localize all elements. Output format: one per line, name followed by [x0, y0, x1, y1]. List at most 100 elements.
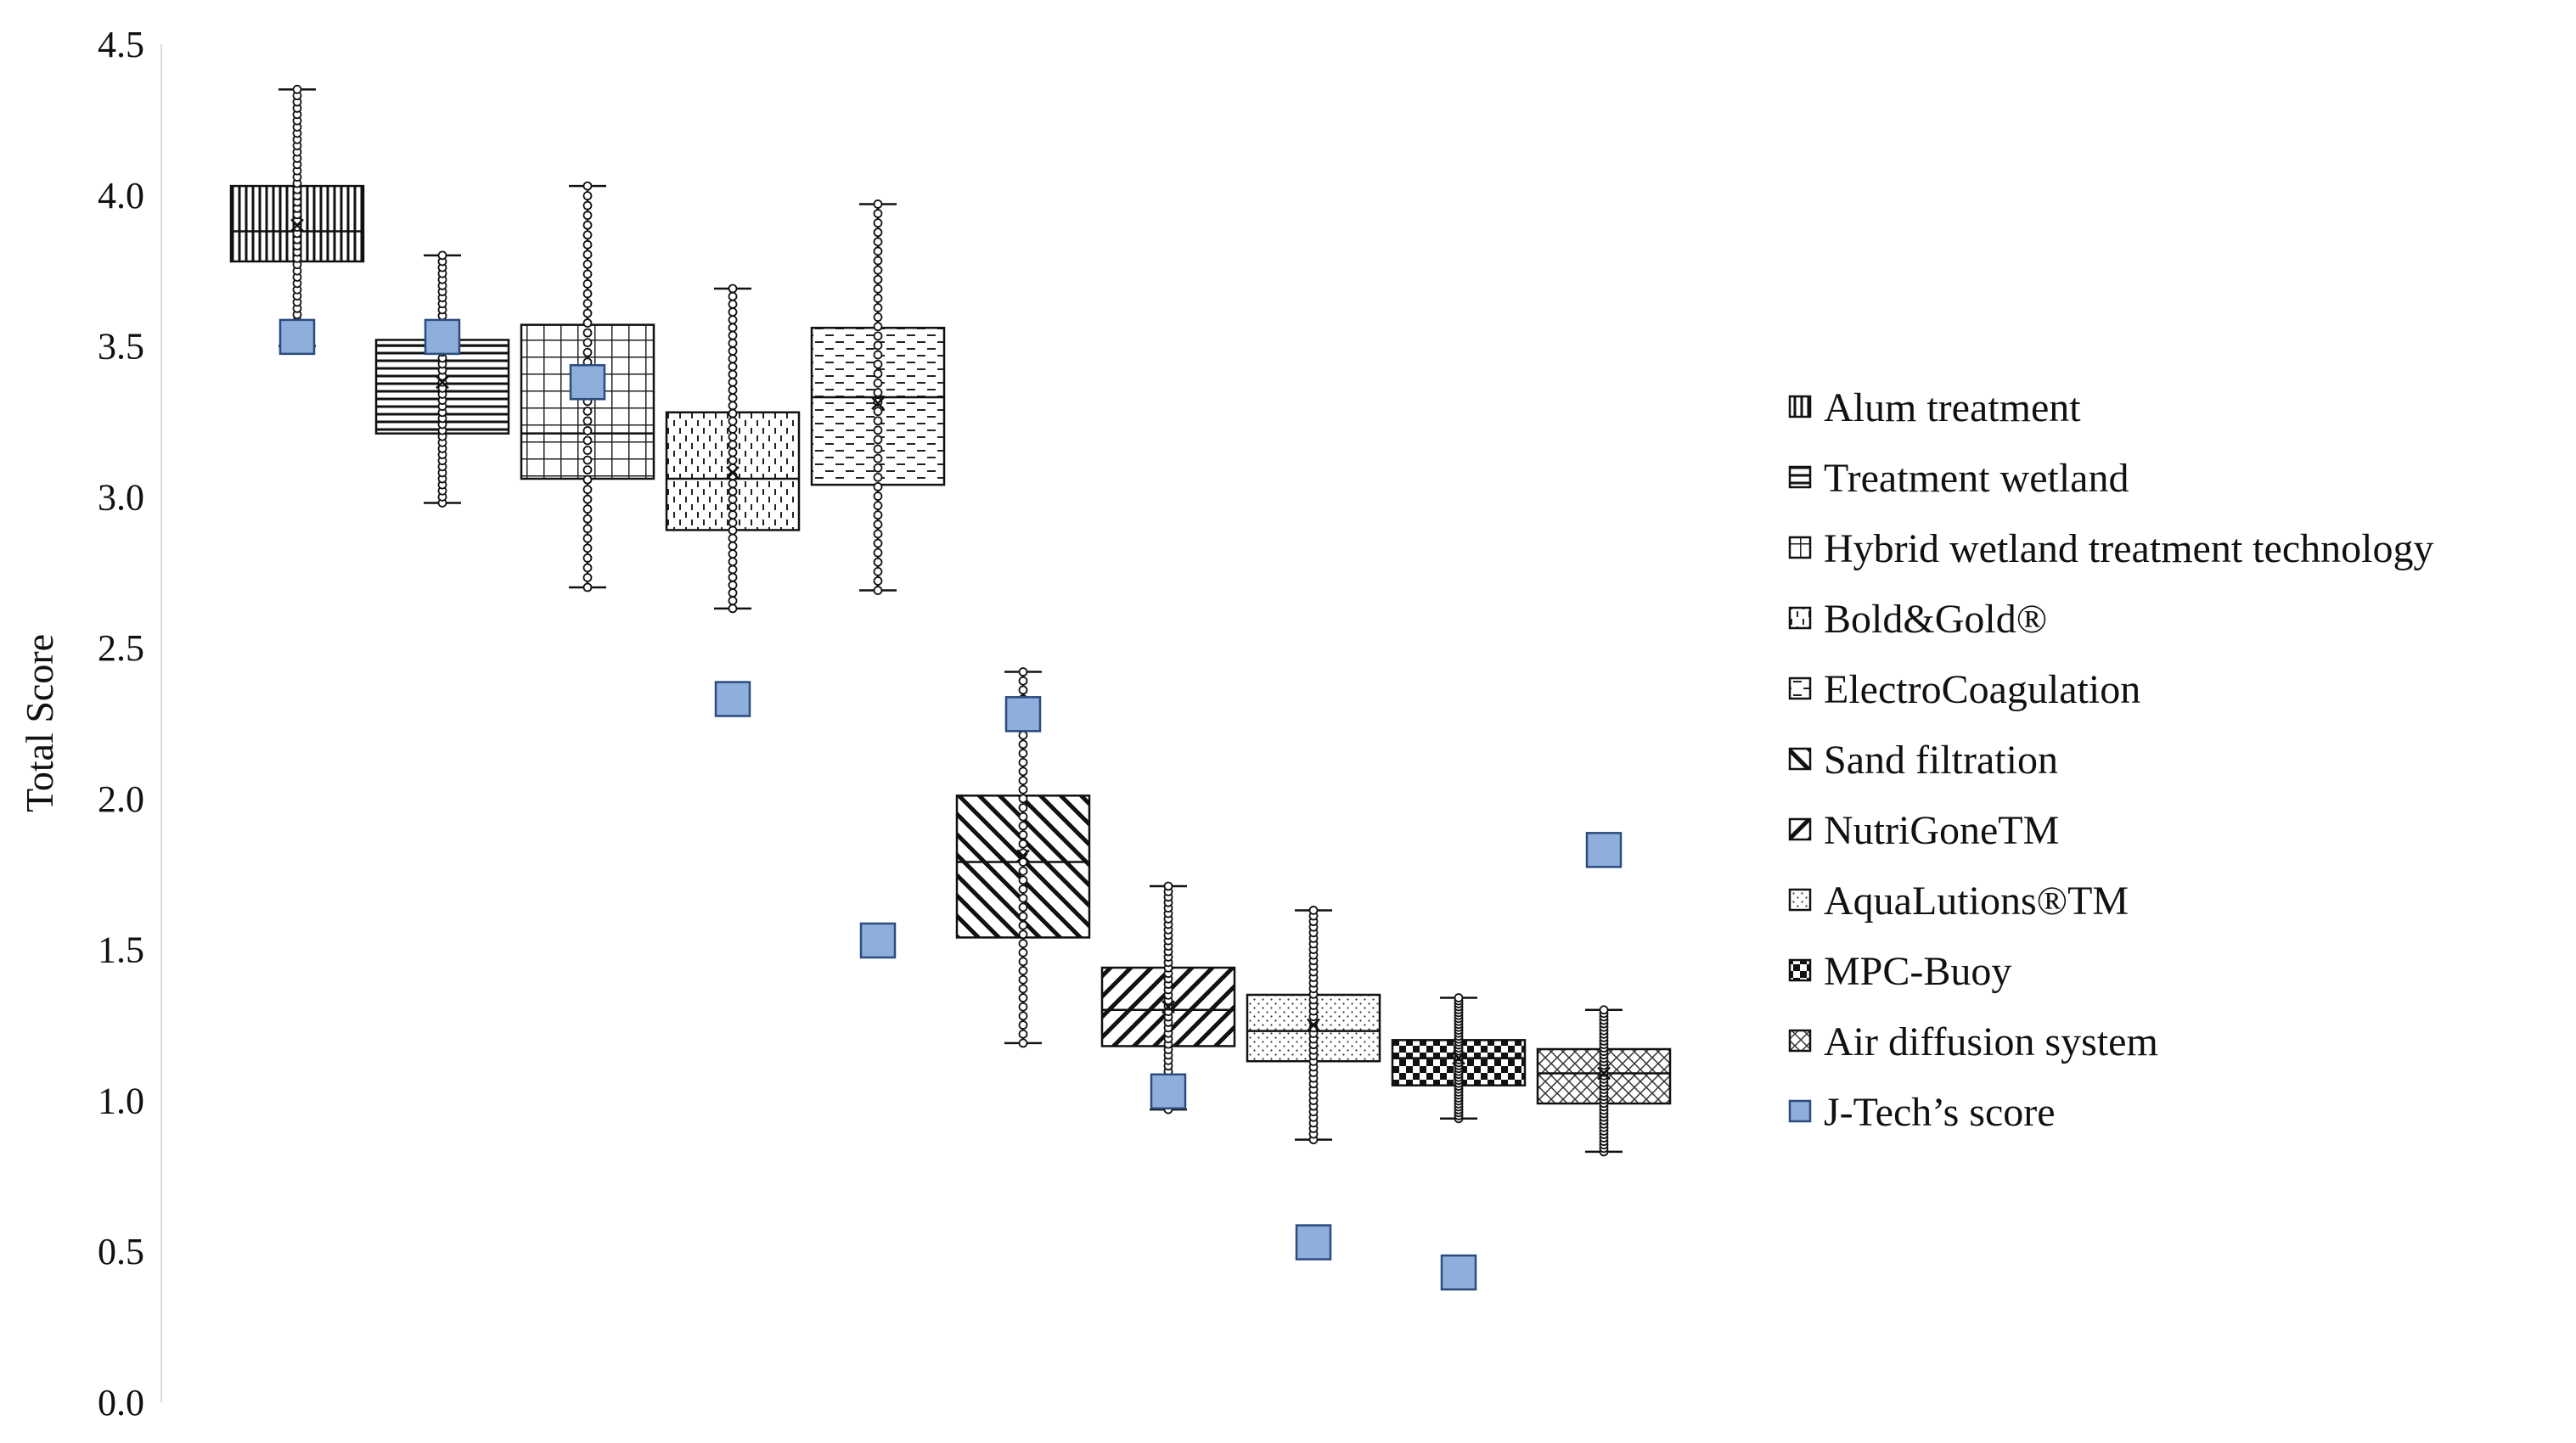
data-point	[873, 557, 883, 567]
data-point	[582, 504, 593, 514]
data-point	[1018, 757, 1028, 767]
data-point	[728, 432, 738, 442]
data-point	[728, 604, 738, 614]
legend-item: J-Tech’s score	[1788, 1090, 2056, 1135]
jtech-score-marker	[1295, 1224, 1332, 1261]
y-tick-label: 3.0	[98, 476, 144, 518]
data-point	[728, 525, 738, 536]
box-group	[1246, 906, 1381, 1145]
legend-label: NutriGoneTM	[1824, 808, 2059, 853]
data-point	[873, 547, 883, 558]
data-point	[728, 299, 738, 309]
legend-item: AquaLutions®TM	[1788, 879, 2129, 924]
data-point	[728, 564, 738, 575]
data-point	[1454, 993, 1464, 1002]
data-point	[873, 519, 883, 530]
data-point	[873, 199, 883, 209]
data-point	[728, 416, 738, 426]
data-point	[728, 541, 738, 551]
data-point	[1018, 974, 1028, 985]
legend-label: Air diffusion system	[1824, 1019, 2158, 1064]
data-point	[728, 557, 738, 567]
legend-item: NutriGoneTM	[1788, 808, 2059, 853]
jtech-score-marker	[1150, 1073, 1187, 1110]
legend-item: Hybrid wetland treatment technology	[1788, 526, 2433, 571]
data-point	[437, 250, 447, 261]
y-tick-label: 2.0	[98, 778, 144, 820]
data-point	[1018, 939, 1028, 948]
data-point	[873, 312, 883, 323]
legend-label: J-Tech’s score	[1824, 1090, 2056, 1135]
data-point	[728, 494, 738, 504]
data-point	[873, 322, 883, 332]
data-point	[728, 533, 738, 543]
data-point	[582, 318, 593, 328]
mean-marker	[871, 396, 885, 410]
legend-swatch	[1788, 1099, 1812, 1123]
data-point	[873, 586, 883, 595]
y-tick-label: 4.5	[98, 24, 144, 65]
data-point	[582, 191, 593, 201]
data-point	[1018, 811, 1028, 822]
data-point	[582, 211, 593, 221]
data-point	[728, 393, 738, 403]
data-point	[582, 308, 593, 318]
legend-swatch	[1788, 888, 1812, 912]
box-group	[520, 181, 655, 592]
data-point	[582, 455, 593, 465]
legend-label: Alum treatment	[1824, 385, 2081, 430]
data-point	[873, 350, 883, 360]
data-point	[873, 482, 883, 491]
data-point	[582, 582, 593, 592]
data-point	[728, 385, 738, 395]
data-point	[728, 510, 738, 519]
data-point	[873, 463, 883, 473]
data-point	[1018, 676, 1028, 686]
data-point	[873, 255, 883, 266]
data-point	[582, 250, 593, 260]
data-point	[582, 474, 593, 485]
data-point	[582, 259, 593, 269]
data-point	[1018, 993, 1028, 1002]
data-point	[582, 573, 593, 582]
data-point	[1018, 875, 1028, 885]
data-point	[1018, 984, 1028, 994]
jtech-score-marker	[1440, 1254, 1477, 1291]
data-point	[582, 181, 593, 191]
data-point	[582, 533, 593, 543]
data-point	[582, 220, 593, 230]
data-point	[728, 315, 738, 325]
data-point	[728, 549, 738, 559]
mean-marker	[726, 466, 740, 480]
data-point	[1018, 739, 1028, 750]
box-group	[1100, 881, 1236, 1115]
mean-marker	[1597, 1066, 1611, 1081]
data-point	[728, 330, 738, 340]
data-point	[1018, 1020, 1028, 1030]
data-point	[1018, 957, 1028, 967]
data-point	[582, 269, 593, 279]
legend-label: Bold&Gold®	[1824, 597, 2047, 642]
y-tick-label: 2.5	[98, 627, 144, 669]
data-point	[873, 284, 883, 294]
data-point	[728, 362, 738, 372]
data-point	[1018, 821, 1028, 831]
data-point	[728, 518, 738, 528]
data-point	[728, 323, 738, 333]
legend-label: ElectroCoagulation	[1824, 667, 2140, 712]
data-point	[1018, 912, 1028, 921]
jtech-score-marker	[569, 363, 606, 401]
data-point	[1599, 1005, 1609, 1015]
mean-marker	[290, 218, 304, 233]
data-point	[728, 580, 738, 590]
y-tick-label: 3.5	[98, 326, 144, 368]
data-point	[728, 424, 738, 434]
data-point	[728, 572, 738, 582]
data-point	[1018, 1011, 1028, 1021]
data-point	[1018, 685, 1028, 695]
data-point	[873, 218, 883, 228]
jtech-score-marker	[1585, 832, 1623, 868]
data-point	[873, 529, 883, 539]
data-point	[728, 486, 738, 497]
data-point	[873, 576, 883, 586]
